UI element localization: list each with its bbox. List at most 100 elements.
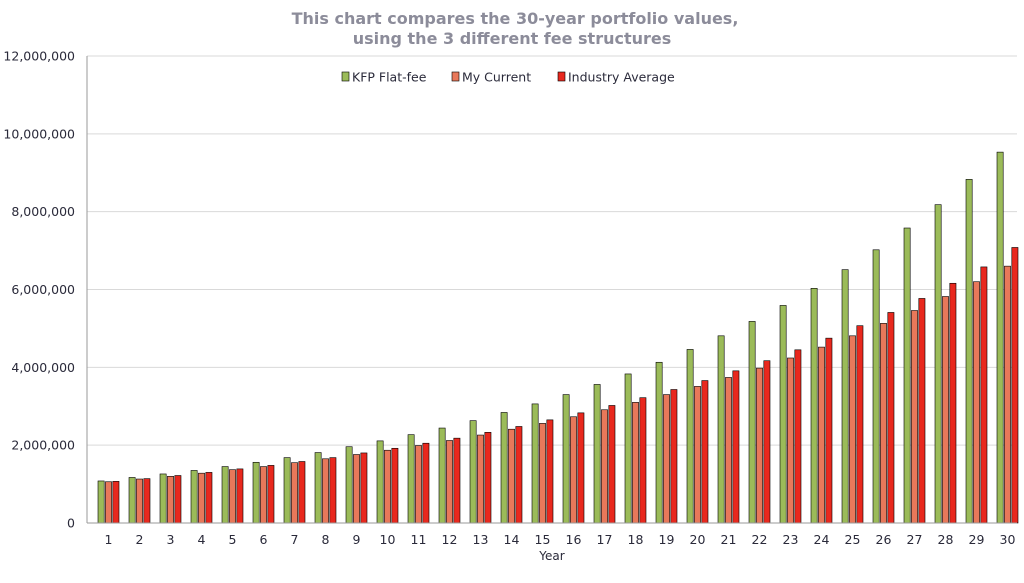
x-tick-label: 30	[1000, 532, 1016, 547]
x-tick-label: 7	[291, 532, 299, 547]
bar-my-current-year-23	[787, 357, 794, 524]
y-tick-label: 10,000,000	[3, 126, 75, 141]
bar-kfp-flat-fee-year-21	[717, 335, 725, 524]
bar-industry-average-year-19	[670, 389, 678, 524]
bar-kfp-flat-fee-year-9	[345, 446, 353, 524]
bar-my-current-year-7	[291, 462, 298, 524]
bar-my-current-year-28	[942, 296, 949, 524]
x-tick-label: 12	[442, 532, 458, 547]
bar-kfp-flat-fee-year-27	[903, 227, 911, 524]
bar-kfp-flat-fee-year-8	[314, 452, 322, 524]
bar-industry-average-year-25	[856, 325, 864, 524]
bar-industry-average-year-16	[577, 412, 585, 524]
chart-title-line-1: This chart compares the 30-year portfoli…	[292, 9, 739, 28]
x-tick-label: 9	[353, 532, 361, 547]
bar-kfp-flat-fee-year-17	[593, 384, 601, 524]
x-axis-tick-labels: 1 2 3 4 5 6 7 8 9 10 11 12 13 14 15 16 17 18 19 20 21 22 23 24 2…	[105, 532, 1016, 547]
x-tick-label: 19	[659, 532, 675, 547]
bar-kfp-flat-fee-year-22	[748, 321, 756, 524]
x-tick-label: 20	[690, 532, 706, 547]
bar-kfp-flat-fee-year-4	[190, 470, 198, 524]
legend-label: KFP Flat-fee	[352, 70, 427, 85]
legend-label: My Current	[462, 70, 531, 85]
bar-kfp-flat-fee-year-6	[252, 461, 260, 524]
x-tick-label: 28	[938, 532, 954, 547]
y-tick-label: 12,000,000	[3, 49, 75, 64]
bar-kfp-flat-fee-year-10	[376, 440, 384, 524]
bar-my-current-year-17	[601, 409, 608, 524]
bar-kfp-flat-fee-year-24	[810, 288, 818, 524]
bar-industry-average-year-13	[484, 432, 492, 524]
bar-kfp-flat-fee-year-19	[655, 361, 663, 524]
bar-my-current-year-4	[198, 472, 205, 524]
y-tick-label: 2,000,000	[11, 438, 75, 453]
bar-industry-average-year-5	[236, 468, 244, 524]
bar-my-current-year-10	[384, 449, 391, 524]
bar-my-current-year-12	[446, 440, 453, 524]
x-tick-label: 3	[167, 532, 175, 547]
x-tick-label: 13	[473, 532, 489, 547]
bar-my-current-year-11	[415, 445, 422, 524]
x-tick-label: 26	[876, 532, 892, 547]
bar-my-current-year-30	[1004, 265, 1011, 524]
legend-swatch	[451, 71, 460, 82]
bar-kfp-flat-fee-year-30	[996, 151, 1004, 524]
bar-kfp-flat-fee-year-20	[686, 349, 694, 524]
x-tick-label: 27	[907, 532, 923, 547]
x-tick-label: 10	[380, 532, 396, 547]
x-tick-label: 11	[411, 532, 427, 547]
bar-kfp-flat-fee-year-2	[128, 477, 136, 524]
bar-kfp-flat-fee-year-29	[965, 179, 973, 524]
bar-my-current-year-25	[849, 335, 856, 524]
bar-kfp-flat-fee-year-5	[221, 466, 229, 524]
bar-industry-average-year-15	[546, 419, 554, 524]
x-tick-label: 2	[136, 532, 144, 547]
bar-industry-average-year-24	[825, 337, 833, 524]
bar-my-current-year-14	[508, 428, 515, 524]
bar-my-current-year-24	[818, 346, 825, 524]
bar-industry-average-year-7	[298, 461, 306, 524]
x-tick-label: 6	[260, 532, 268, 547]
bar-kfp-flat-fee-year-18	[624, 373, 632, 524]
bar-industry-average-year-6	[267, 465, 275, 524]
bar-industry-average-year-9	[360, 452, 368, 524]
bar-kfp-flat-fee-year-1	[97, 480, 105, 524]
bar-kfp-flat-fee-year-26	[872, 249, 880, 524]
x-tick-label: 15	[535, 532, 551, 547]
bar-industry-average-year-2	[143, 478, 151, 524]
y-tick-label: 6,000,000	[11, 282, 75, 297]
bar-industry-average-year-1	[112, 481, 120, 524]
bar-industry-average-year-21	[732, 370, 740, 524]
axes	[86, 56, 1017, 524]
bar-industry-average-year-27	[918, 298, 926, 524]
bar-my-current-year-29	[973, 281, 980, 524]
bar-my-current-year-9	[353, 454, 360, 524]
bar-kfp-flat-fee-year-23	[779, 305, 787, 524]
x-tick-label: 5	[229, 532, 237, 547]
bar-industry-average-year-26	[887, 312, 895, 524]
x-tick-label: 29	[969, 532, 985, 547]
x-tick-label: 18	[628, 532, 644, 547]
bar-my-current-year-27	[911, 310, 918, 524]
chart-title-line-2: using the 3 different fee structures	[353, 29, 672, 48]
y-tick-label: 0	[67, 516, 75, 531]
bar-my-current-year-13	[477, 434, 484, 524]
bar-my-current-year-15	[539, 423, 546, 524]
legend: KFP Flat-fee My Current Industry Average	[341, 70, 675, 85]
x-tick-label: 24	[814, 532, 830, 547]
x-tick-label: 1	[105, 532, 113, 547]
y-tick-label: 4,000,000	[11, 360, 75, 375]
bar-industry-average-year-30	[1011, 247, 1019, 524]
x-tick-label: 21	[721, 532, 737, 547]
legend-swatch	[557, 71, 566, 82]
x-tick-label: 23	[783, 532, 799, 547]
bar-my-current-year-16	[570, 416, 577, 524]
legend-swatch	[341, 71, 350, 82]
x-tick-label: 16	[566, 532, 582, 547]
bar-industry-average-year-18	[639, 397, 647, 524]
bar-industry-average-year-29	[980, 266, 988, 524]
x-tick-label: 14	[504, 532, 520, 547]
bar-my-current-year-5	[229, 469, 236, 524]
